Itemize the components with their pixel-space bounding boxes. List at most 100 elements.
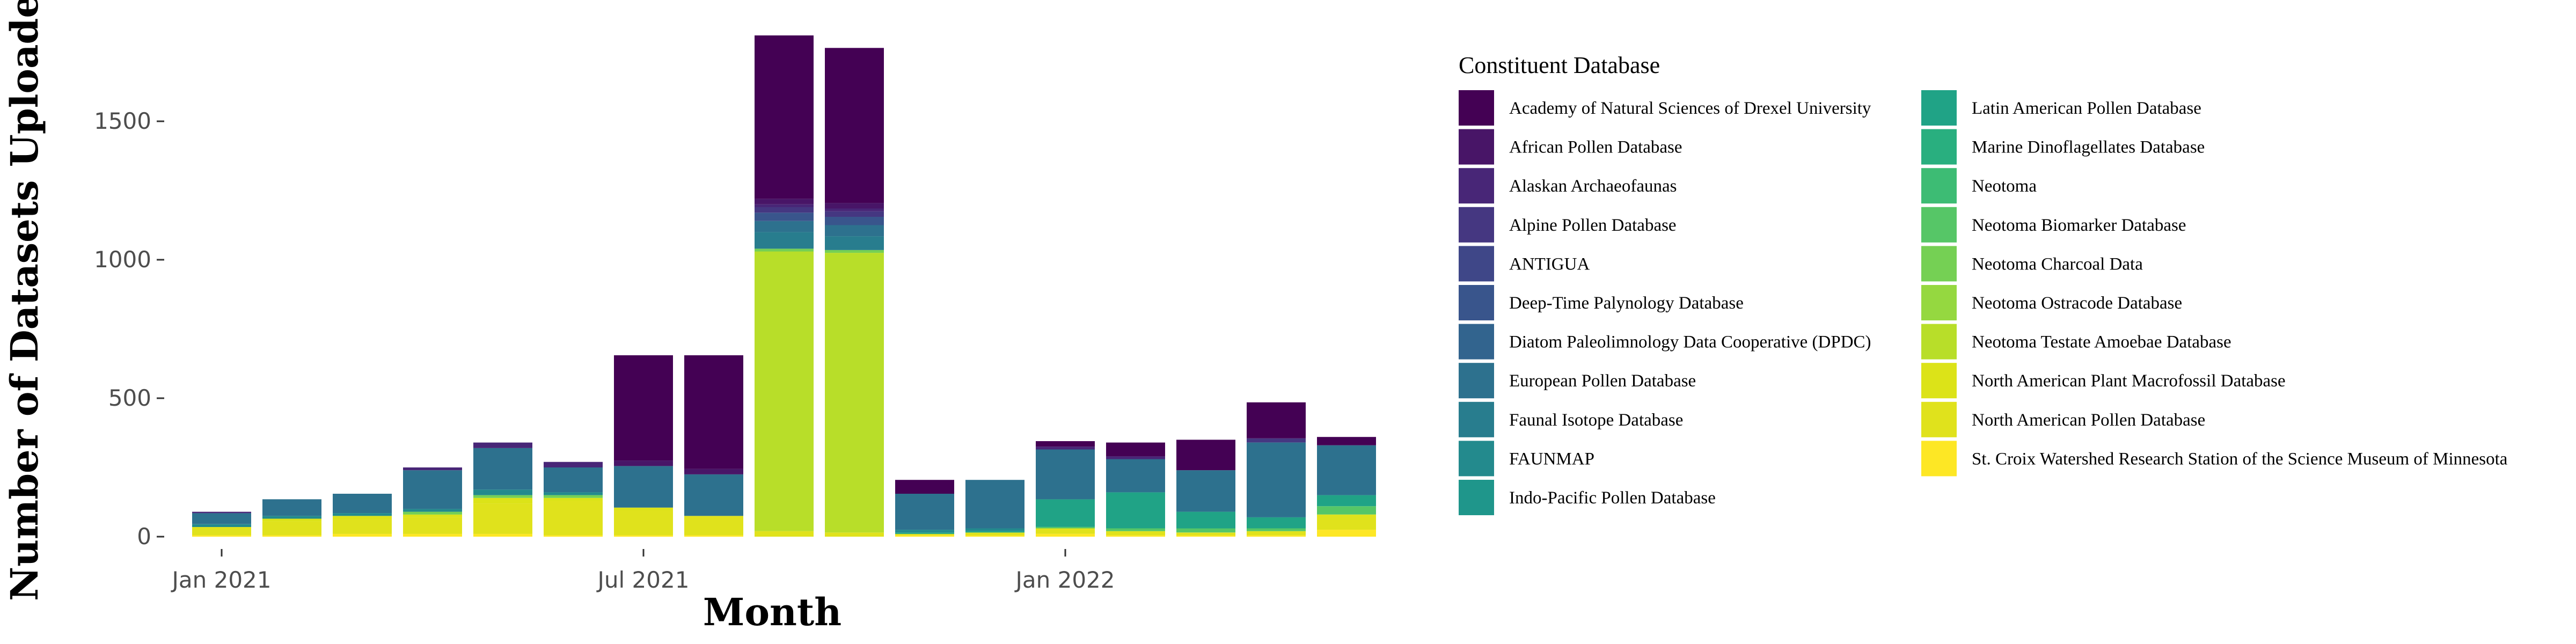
- bar-segment: [825, 225, 884, 237]
- bar-segment: [1106, 442, 1165, 457]
- y-tick-label: 500: [108, 385, 151, 411]
- bar-segment: [473, 442, 532, 448]
- bar-segment: [403, 467, 462, 471]
- bar-segment: [825, 236, 884, 250]
- bar-segment: [262, 535, 321, 537]
- y-tick-label: 1000: [94, 246, 151, 273]
- bar-segment: [684, 355, 743, 469]
- bar-segment: [825, 250, 884, 253]
- bar-segment: [895, 530, 954, 533]
- legend-label: Faunal Isotope Database: [1509, 411, 1683, 430]
- bar-segment: [1106, 528, 1165, 531]
- bar-segment: [1106, 535, 1165, 537]
- legend-label: Neotoma Ostracode Database: [1972, 294, 2182, 313]
- bar-segment: [544, 500, 603, 536]
- bar-segment: [825, 211, 884, 217]
- legend: Constituent Database Academy of Natural …: [1459, 52, 2508, 515]
- bar-segment: [262, 516, 321, 519]
- bar-segment: [755, 35, 814, 199]
- legend-key: [1459, 401, 1494, 437]
- bar-segment: [895, 535, 954, 537]
- bar-segment: [755, 248, 814, 252]
- bar-segment: [965, 528, 1024, 531]
- legend-key: [1459, 480, 1494, 515]
- bar-segment: [403, 514, 462, 517]
- bar-segment: [1106, 531, 1165, 536]
- bar-segment: [262, 499, 321, 516]
- bar-segment: [1106, 492, 1165, 529]
- bar-segment: [1036, 449, 1095, 500]
- bar-segment: [614, 460, 673, 466]
- bar-segment: [544, 462, 603, 467]
- legend-key: [1459, 168, 1494, 204]
- x-tick-label: Jul 2021: [596, 567, 690, 593]
- bar-segment: [614, 355, 673, 461]
- bar-segment: [1036, 533, 1095, 537]
- bar-segment: [1036, 526, 1095, 529]
- bar-segment: [473, 448, 532, 490]
- bar-segment: [1036, 528, 1095, 534]
- bar-segment: [1317, 437, 1376, 445]
- bar-segment: [192, 535, 251, 537]
- bar-segment: [1247, 528, 1306, 531]
- bar-segment: [1176, 535, 1235, 537]
- bar-segment: [192, 524, 251, 527]
- bar-segment: [1247, 535, 1306, 537]
- bar-segment: [965, 480, 1024, 529]
- bar-segment: [1247, 402, 1306, 438]
- bar-segment: [544, 492, 603, 495]
- bar-segment: [333, 513, 392, 516]
- bar-segment: [1317, 530, 1376, 537]
- bar-segment: [1176, 532, 1235, 536]
- legend-key: [1459, 246, 1494, 282]
- bar-segment: [192, 513, 251, 524]
- legend-label: FAUNMAP: [1509, 449, 1594, 469]
- legend-label: St. Croix Watershed Research Station of …: [1972, 449, 2508, 469]
- bar-segment: [333, 516, 392, 519]
- bar-segment: [1176, 511, 1235, 529]
- bar-segment: [614, 507, 673, 510]
- bar-segment: [333, 518, 392, 534]
- y-axis-title: Number of Datasets Uploaded: [2, 0, 47, 601]
- bar-segment: [684, 469, 743, 474]
- legend-key: [1921, 90, 1957, 126]
- x-tick-label: Jan 2021: [171, 567, 272, 593]
- bar-segment: [473, 533, 532, 537]
- bar-segment: [544, 535, 603, 537]
- bar-segment: [684, 516, 743, 536]
- legend-label: ANTIGUA: [1509, 254, 1590, 274]
- bar-segment: [1176, 528, 1235, 533]
- bar-segment: [1317, 495, 1376, 507]
- bar-segment: [1317, 445, 1376, 495]
- x-axis-title: Month: [703, 590, 841, 634]
- legend-key: [1459, 324, 1494, 360]
- legend-key: [1921, 441, 1957, 477]
- bar-segment: [684, 474, 743, 516]
- bar-segment: [544, 495, 603, 498]
- bar-segment: [473, 497, 532, 504]
- legend-label: African Pollen Database: [1509, 138, 1682, 157]
- bar-segment: [1106, 456, 1165, 459]
- bar-segment: [755, 199, 814, 204]
- bar-segment: [614, 510, 673, 536]
- legend-key: [1921, 285, 1957, 320]
- bar-segment: [755, 204, 814, 207]
- legend-label: Alaskan Archaeofaunas: [1509, 177, 1677, 196]
- bar-segment: [262, 521, 321, 536]
- bar-segment: [403, 517, 462, 534]
- legend-label: Diatom Paleolimnology Data Cooperative (…: [1509, 333, 1871, 352]
- bar-segment: [614, 535, 673, 537]
- bar-segment: [544, 467, 603, 493]
- bar-segment: [755, 251, 814, 531]
- legend-label: Indo-Pacific Pollen Database: [1509, 488, 1716, 508]
- legend-key: [1459, 441, 1494, 477]
- bar-segment: [895, 533, 954, 536]
- x-tick-label: Jan 2022: [1014, 567, 1115, 593]
- bar-segment: [1317, 506, 1376, 515]
- legend-label: North American Plant Macrofossil Databas…: [1972, 371, 2286, 391]
- bar-segment: [1176, 440, 1235, 471]
- bar-segment: [755, 232, 814, 249]
- bar-segment: [1106, 459, 1165, 493]
- bar-segment: [895, 532, 954, 534]
